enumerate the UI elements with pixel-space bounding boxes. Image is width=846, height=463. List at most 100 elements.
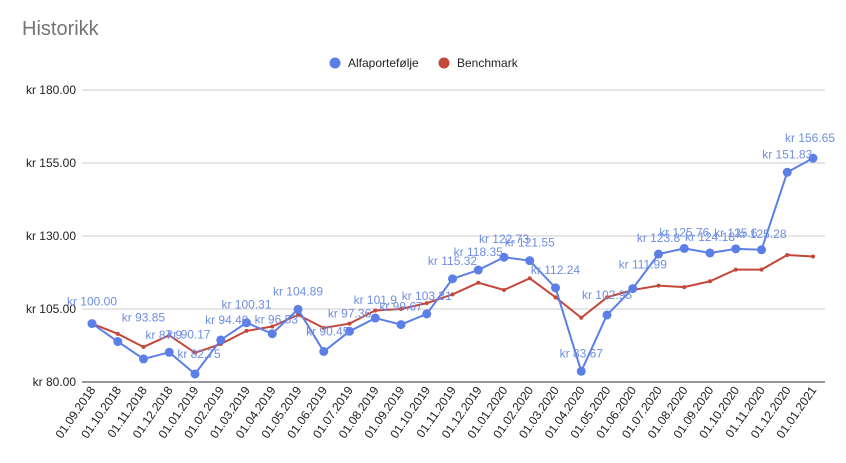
alfaportefolje-point (525, 256, 535, 266)
benchmark-point (321, 325, 326, 330)
data-label: kr 125.28 (736, 227, 786, 241)
alfaportefolje-point (113, 337, 123, 347)
alfaportefolje-point (731, 244, 741, 254)
data-label: kr 103.31 (402, 289, 452, 303)
benchmark-point (656, 283, 661, 288)
data-label: kr 97.36 (328, 306, 372, 320)
benchmark-point (450, 292, 455, 297)
alfaportefolje-point (139, 354, 148, 364)
data-label: kr 104.89 (273, 284, 323, 298)
data-label: kr 99.67 (379, 300, 423, 314)
benchmark-point (605, 295, 609, 300)
alfaportefolje-point (473, 265, 483, 275)
benchmark-point (579, 315, 584, 320)
y-axis-ticks: kr 80.00 kr 105.00 kr 130.00 kr 155.00 kr 18… (26, 83, 76, 389)
legend-label: Alfaportefølje (348, 56, 419, 70)
alfaportefolje-point (576, 366, 586, 376)
legend[interactable]: Alfaportefølje Benchmark (329, 56, 519, 70)
benchmark-point (682, 285, 687, 290)
data-label: kr 115.32 (428, 254, 477, 268)
data-label: kr 96.53 (255, 313, 299, 327)
alfaportefolje-point (396, 320, 406, 330)
x-axis-ticks: 01.09.201801.10.201801.11.201801.12.2018… (53, 383, 820, 440)
data-label: kr 100.31 (221, 298, 271, 312)
y-tick-label: kr 130.00 (26, 229, 76, 243)
alfaportefolje-point (499, 252, 509, 262)
chart-title: Historikk (22, 18, 99, 40)
data-label: kr 101.9 (354, 293, 398, 307)
alfaportefolje-point (782, 167, 792, 177)
data-label: kr 125.6 (714, 226, 758, 240)
data-label: kr 118.35 (454, 245, 503, 259)
legend-marker (438, 57, 450, 69)
benchmark-point (708, 279, 712, 284)
alfaportefolje-point (345, 326, 354, 336)
data-label: kr 123.8 (637, 231, 681, 245)
data-label: kr 112.24 (531, 263, 580, 277)
legend-item[interactable]: Alfaportefølje (329, 56, 420, 70)
alfaportefolje-point (628, 284, 638, 294)
data-label: kr 102.95 (582, 288, 632, 302)
benchmark-point (424, 301, 429, 306)
alfaportefolje-point (216, 335, 226, 345)
data-label: kr 121.55 (505, 236, 555, 250)
benchmark-point (244, 328, 249, 333)
alfaportefolje-point (705, 248, 715, 258)
alfaportefolje-point (679, 243, 689, 253)
data-label: kr 87.9 (146, 328, 183, 342)
data-label: kr 90.17 (167, 327, 211, 341)
benchmark-point (811, 254, 815, 259)
benchmark-point (193, 350, 197, 355)
benchmark-point (270, 324, 275, 329)
data-label: kr 156.65 (785, 131, 835, 145)
alfaportefolje-point (190, 369, 200, 379)
data-label: kr 82.75 (177, 347, 221, 361)
benchmark-point (141, 344, 146, 349)
data-label: kr 122.73 (479, 232, 529, 246)
alfaportefolje-point (757, 245, 766, 255)
legend-item[interactable]: Benchmark (438, 56, 519, 70)
alfaportefolje-point (293, 304, 303, 314)
data-label: kr 124.18 (685, 230, 735, 244)
data-label: kr 90.45 (306, 324, 350, 338)
legend-label: Benchmark (457, 56, 519, 70)
benchmark-point (373, 308, 378, 313)
benchmark-point (785, 252, 790, 257)
benchmark-point (759, 267, 764, 272)
y-tick-label: kr 155.00 (26, 156, 76, 170)
alfaportefolje-point (551, 283, 560, 293)
benchmark-point (733, 267, 738, 272)
benchmark-point (115, 331, 120, 336)
benchmark-point (476, 280, 481, 285)
alfaportefolje-point (87, 319, 97, 329)
y-tick-label: kr 80.00 (33, 375, 77, 389)
series-lines (87, 153, 818, 379)
data-label: kr 93.85 (122, 311, 166, 325)
benchmark-point (527, 276, 532, 281)
alfaportefolje-point (448, 274, 457, 284)
data-label: kr 111.99 (619, 258, 668, 272)
benchmark-point (167, 333, 172, 338)
alfaportefolje-point (370, 313, 380, 323)
benchmark-point (553, 295, 558, 300)
legend-marker (329, 57, 341, 69)
data-label: kr 83.67 (560, 346, 604, 360)
alfaportefolje-point (164, 347, 174, 357)
data-label: kr 125.76 (659, 225, 709, 239)
alfaportefolje-point (602, 310, 612, 320)
benchmark-point (502, 288, 506, 293)
y-tick-label: kr 180.00 (26, 83, 76, 97)
y-tick-label: kr 105.00 (26, 302, 76, 316)
grid-lines (82, 89, 825, 383)
alfaportefolje-point (422, 309, 432, 319)
benchmark-point (399, 307, 403, 311)
alfaportefolje-point (267, 329, 277, 339)
alfaportefolje-point (808, 153, 818, 163)
data-labels: kr 100.00 kr 93.85 kr 87.9kr 90.17 kr 82.75… (67, 131, 835, 361)
alfaportefolje-point (242, 318, 251, 328)
alfaportefolje-point (654, 249, 663, 259)
benchmark-point (296, 312, 300, 317)
data-label: kr 151.83 (762, 147, 812, 161)
alfaportefolje-point (319, 346, 329, 356)
